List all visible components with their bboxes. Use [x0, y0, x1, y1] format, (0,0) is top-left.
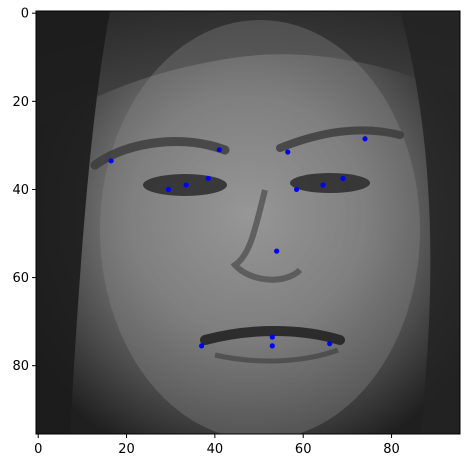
- keypoint-marker: [269, 334, 275, 340]
- keypoint-marker: [205, 175, 211, 182]
- axes-frame: [35, 10, 461, 435]
- keypoint-marker: [362, 136, 368, 142]
- y-tick-label: 60: [12, 271, 29, 286]
- keypoint-marker: [340, 175, 346, 182]
- y-tick-label: 0: [21, 7, 29, 22]
- keypoint-marker: [293, 186, 300, 193]
- x-tick-label: 40: [207, 442, 224, 457]
- keypoint-marker: [165, 186, 172, 193]
- keypoint-marker: [269, 343, 275, 349]
- y-tick-label: 40: [12, 183, 29, 198]
- x-tick-label: 20: [118, 442, 135, 457]
- keypoint-markers: [108, 136, 368, 349]
- x-tick-label: 60: [295, 442, 312, 457]
- face-photo: [36, 11, 460, 434]
- x-tick-label: 0: [34, 442, 42, 457]
- keypoint-marker: [216, 147, 222, 153]
- keypoint-marker: [108, 158, 114, 164]
- x-tick-label: 80: [383, 442, 400, 457]
- x-axis: 0 20 40 60 80: [34, 434, 400, 457]
- y-tick-label: 80: [12, 359, 29, 374]
- keypoint-marker: [327, 341, 333, 347]
- keypoint-marker: [285, 149, 291, 155]
- y-axis: 0 20 40 60 80: [12, 7, 36, 374]
- keypoint-marker: [320, 182, 326, 188]
- y-tick-label: 20: [12, 95, 29, 110]
- keypoint-marker: [274, 248, 280, 254]
- keypoint-marker: [199, 343, 205, 349]
- keypoint-marker: [183, 182, 189, 188]
